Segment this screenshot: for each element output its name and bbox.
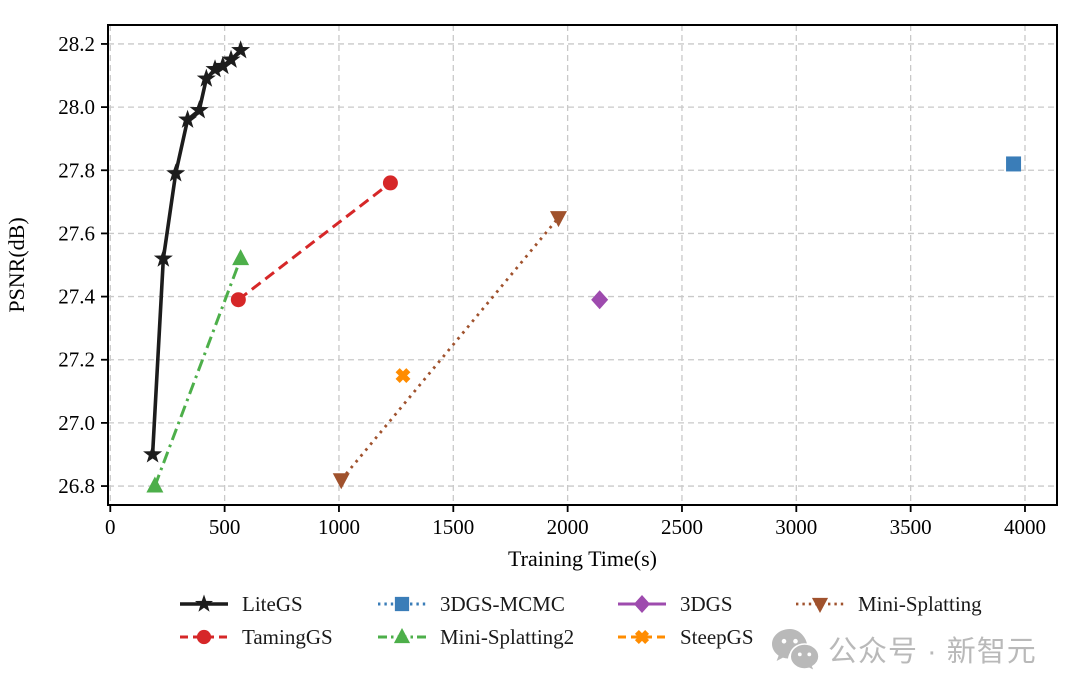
x-tick-label: 4000 (1004, 515, 1046, 539)
star-marker (213, 56, 233, 75)
legend-label: 3DGS (680, 591, 733, 616)
wechat-icon (772, 628, 819, 670)
y-axis-title: PSNR(dB) (4, 217, 29, 312)
legend-sample-taminggs (180, 629, 228, 645)
legend-sample-steepgs (618, 629, 666, 645)
watermark-text: 公众号 · 新智元 (828, 636, 1037, 668)
y-tick-label: 27.4 (58, 285, 95, 309)
y-tick-label: 28.0 (58, 95, 95, 119)
star-marker (189, 100, 209, 119)
x-tick-label: 2500 (661, 515, 703, 539)
star-marker (194, 594, 214, 612)
diamond-marker (633, 594, 651, 614)
chart-canvas: 0 500 1000 1500 2000 2500 3000 3500 4000 26.8 27.0… (4, 24, 1058, 571)
y-tick-label: 27.8 (58, 158, 95, 182)
legend-sample-3dgs-mcmc (378, 596, 426, 612)
watermark: 公众号 · 新智元 (772, 628, 1037, 670)
legend-item-3dgs: 3DGS (616, 590, 733, 618)
y-tick-label: 27.2 (58, 348, 95, 372)
star-marker (153, 248, 173, 267)
legend-item-mini-splatting: Mini-Splatting (794, 590, 982, 618)
x-tick-label: 1000 (318, 515, 360, 539)
triangle-down-marker (811, 597, 829, 614)
x-marker (634, 629, 650, 645)
circle-marker (230, 292, 246, 308)
star-marker (166, 163, 186, 182)
circle-marker (382, 175, 398, 191)
legend-label: 3DGS-MCMC (440, 591, 565, 616)
triangle-down-marker (332, 473, 350, 490)
x-tick-label: 1500 (432, 515, 474, 539)
legend-label: Mini-Splatting (858, 591, 982, 616)
triangle-up-marker (146, 476, 164, 493)
x-tick-label: 2000 (547, 515, 589, 539)
y-tick-label: 26.8 (58, 474, 95, 498)
series-line-Mini-Splatting2 (153, 258, 243, 487)
x-tick-label: 3000 (775, 515, 817, 539)
star-marker (231, 40, 251, 59)
triangle-up-marker (232, 249, 250, 266)
triangle-down-marker (549, 211, 567, 228)
legend-label: SteepGS (680, 624, 754, 649)
legend-sample-litegs (180, 594, 228, 612)
legend-label: Mini-Splatting2 (440, 624, 575, 649)
legend-item-taminggs: TamingGS (178, 623, 333, 651)
legend-label: LiteGS (242, 591, 303, 616)
x-tick-label: 3500 (890, 515, 932, 539)
legend-label: TamingGS (242, 624, 333, 649)
legend-sample-3dgs (618, 594, 666, 614)
legend-item-3dgs-mcmc: 3DGS-MCMC (376, 590, 565, 618)
legend-item-mini-splatting2: Mini-Splatting2 (376, 623, 574, 651)
x-axis-title: Training Time(s) (508, 546, 657, 571)
circle-marker (196, 629, 212, 645)
star-marker (143, 444, 163, 463)
triangle-up-marker (393, 627, 411, 644)
square-marker (1006, 156, 1022, 172)
star-marker (178, 109, 198, 128)
star-marker (221, 49, 241, 68)
series-line-Mini-Splatting (340, 216, 560, 481)
axes-frame (107, 24, 1058, 506)
x-tick-label: 0 (105, 515, 116, 539)
star-marker (196, 68, 216, 87)
legend-sample-mini-splatting (796, 597, 844, 614)
y-tick-label: 27.6 (58, 221, 95, 245)
y-tick-label: 27.0 (58, 411, 95, 435)
series-line-TamingGS (237, 181, 392, 301)
x-marker (395, 368, 411, 383)
star-marker (205, 59, 225, 78)
diamond-marker (591, 290, 609, 310)
x-tick-label: 500 (209, 515, 241, 539)
legend-item-steepgs: SteepGS (616, 623, 754, 651)
legend-sample-mini-splatting2 (378, 627, 426, 644)
y-tick-label: 28.2 (58, 32, 95, 56)
legend-item-litegs: LiteGS (178, 590, 303, 618)
square-marker (394, 596, 410, 612)
